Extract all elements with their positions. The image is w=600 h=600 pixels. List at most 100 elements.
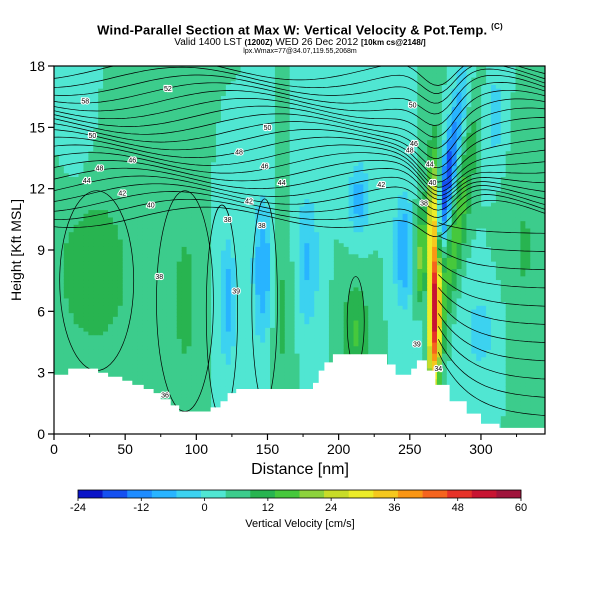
w-cell [83, 161, 89, 166]
w-cell [260, 279, 266, 284]
w-cell [279, 367, 286, 373]
w-cell [265, 194, 271, 200]
w-cell [152, 360, 158, 365]
w-cell [196, 393, 202, 398]
w-cell [103, 154, 109, 159]
w-cell [88, 99, 94, 104]
w-cell [201, 400, 207, 406]
w-cell [117, 250, 124, 255]
w-cell [112, 106, 119, 111]
w-cell [88, 106, 94, 111]
w-cell [265, 165, 271, 170]
w-cell [78, 191, 85, 196]
w-cell [147, 275, 153, 281]
w-cell [206, 323, 212, 328]
w-cell [152, 180, 158, 185]
w-cell [201, 117, 207, 122]
w-cell [137, 356, 143, 361]
w-cell [122, 139, 129, 144]
w-cell [265, 235, 271, 240]
w-cell [108, 180, 114, 185]
w-cell [132, 301, 139, 306]
w-cell [171, 264, 178, 269]
w-cell [63, 342, 70, 347]
w-cell [260, 308, 266, 314]
w-cell [142, 110, 148, 115]
w-cell [98, 319, 104, 325]
w-cell [245, 180, 251, 185]
w-cell [108, 172, 114, 177]
w-cell [171, 209, 178, 214]
w-cell [103, 150, 109, 155]
w-cell [294, 367, 301, 373]
w-cell [103, 165, 109, 170]
w-cell [289, 224, 296, 229]
w-cell [117, 327, 124, 332]
w-cell [265, 349, 271, 354]
w-cell [211, 301, 217, 306]
w-cell [289, 294, 296, 299]
w-cell [73, 257, 80, 262]
w-cell [142, 364, 148, 369]
w-cell [196, 73, 202, 78]
w-cell [83, 356, 89, 361]
w-cell [240, 110, 247, 115]
w-cell [240, 80, 247, 85]
w-cell [78, 327, 85, 332]
w-cell [245, 117, 251, 122]
w-cell [186, 154, 193, 159]
w-cell [166, 169, 173, 174]
w-cell [265, 146, 271, 152]
w-cell [196, 158, 202, 163]
w-cell [112, 84, 119, 89]
w-cell [83, 349, 89, 354]
w-cell [68, 272, 75, 277]
w-cell [157, 345, 163, 350]
w-cell [216, 286, 222, 292]
w-cell [137, 330, 143, 336]
w-cell [186, 301, 193, 306]
w-cell [201, 132, 207, 137]
w-cell [166, 143, 173, 148]
w-cell [201, 382, 207, 387]
w-cell [245, 165, 251, 170]
w-cell [201, 404, 207, 409]
w-cell [279, 242, 286, 247]
w-cell [112, 135, 119, 141]
w-cell [117, 301, 124, 306]
w-cell [274, 279, 281, 284]
w-cell [235, 106, 242, 111]
w-cell [265, 231, 271, 236]
w-cell [166, 250, 173, 255]
w-cell [63, 360, 70, 365]
w-cell [250, 113, 256, 119]
w-cell [147, 253, 153, 258]
w-cell [191, 224, 197, 229]
w-cell [235, 345, 242, 350]
w-cell [294, 364, 301, 369]
w-cell [83, 146, 89, 152]
w-cell [250, 294, 256, 299]
w-cell [108, 66, 114, 71]
w-cell [220, 165, 227, 170]
w-cell [171, 180, 178, 185]
w-cell [122, 146, 129, 152]
w-cell [186, 404, 193, 409]
w-cell [181, 367, 188, 373]
w-cell [196, 69, 202, 74]
w-cell [162, 213, 168, 218]
w-cell [181, 227, 188, 233]
w-cell [83, 220, 89, 225]
w-cell [54, 312, 60, 317]
w-cell [171, 253, 178, 258]
w-cell [137, 367, 143, 373]
w-cell [260, 257, 266, 262]
w-cell [54, 213, 60, 218]
w-cell [88, 242, 94, 247]
w-cell [88, 69, 94, 74]
w-cell [162, 191, 168, 196]
w-cell [255, 213, 261, 218]
w-cell [225, 143, 232, 148]
w-cell [142, 305, 148, 310]
w-cell [122, 231, 129, 236]
